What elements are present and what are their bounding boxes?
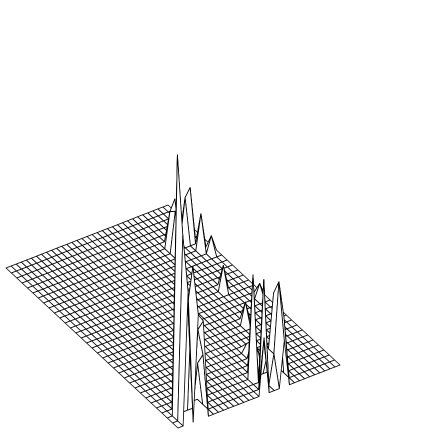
- surface-cell: [172, 420, 184, 429]
- surface-mesh: [5, 154, 341, 429]
